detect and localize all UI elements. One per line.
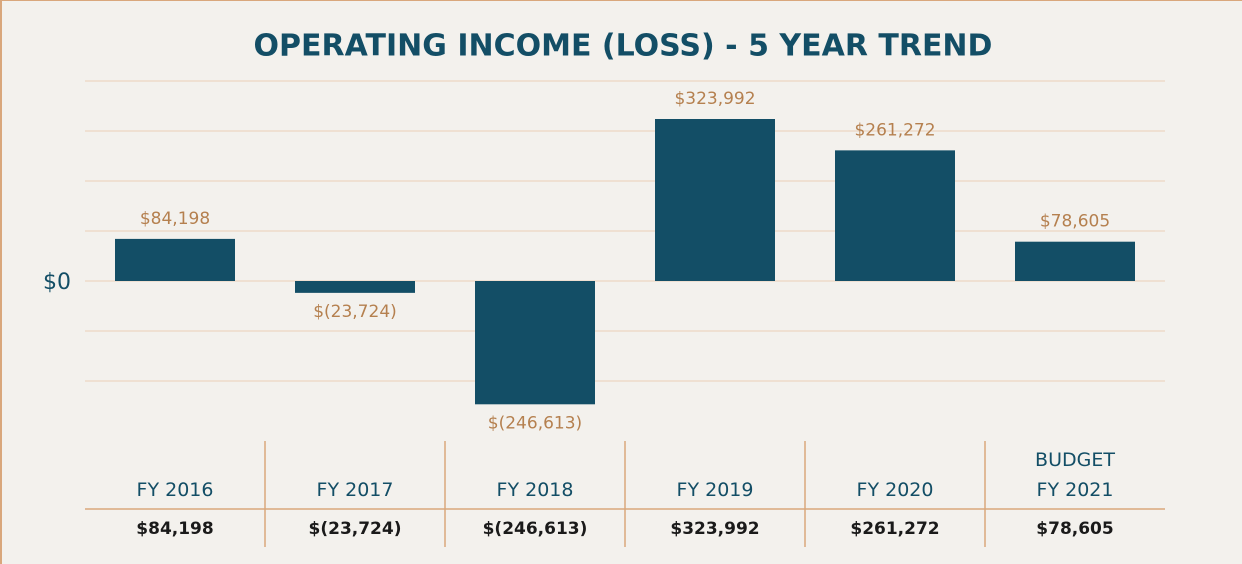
bar (655, 119, 775, 281)
bar (475, 281, 595, 405)
value-label: $(23,724) (313, 302, 397, 322)
x-tick-label: FY 2018 (496, 479, 574, 501)
table-value: $261,272 (850, 519, 939, 539)
value-label: $261,272 (854, 120, 935, 140)
table-value: $(23,724) (309, 519, 402, 539)
value-label: $323,992 (674, 89, 755, 109)
bar (835, 150, 955, 281)
x-tick-label: FY 2020 (856, 479, 934, 501)
bar (295, 281, 415, 293)
bar (115, 238, 235, 281)
bar (1015, 241, 1135, 281)
chart-title: OPERATING INCOME (LOSS) - 5 YEAR TREND (254, 29, 993, 64)
value-label: $78,605 (1040, 212, 1110, 232)
table-value: $(246,613) (483, 519, 588, 539)
value-label: $84,198 (140, 209, 210, 229)
table-value: $84,198 (136, 519, 213, 539)
value-label: $(246,613) (488, 413, 582, 433)
x-tick-label: FY 2017 (316, 479, 394, 501)
table-value: $78,605 (1036, 519, 1113, 539)
x-tick-label: BUDGET FY 2021 (1035, 449, 1115, 501)
x-tick-label: FY 2019 (676, 479, 754, 501)
y-tick-label: $0 (43, 270, 71, 295)
x-tick-label: FY 2016 (136, 479, 214, 501)
table-value: $323,992 (670, 519, 759, 539)
